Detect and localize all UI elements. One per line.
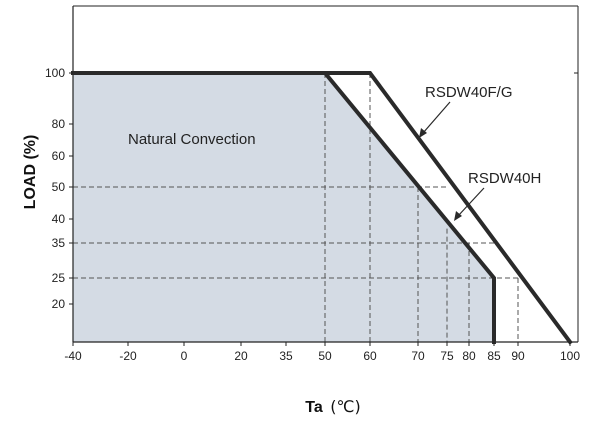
y-tick-label-35: 35 [52,236,66,250]
y-tick-label-50: 50 [52,180,66,194]
x-tick-label-85: 85 [487,349,501,363]
y-axis-title: LOAD (%) [22,135,39,210]
x-axis-title-unit: (℃) [330,397,360,416]
x-tick-label-100: 100 [560,349,580,363]
pointer-rsdw40h-arrowhead [454,211,462,221]
x-tick-label--40: -40 [64,349,82,363]
series-line-rsdw40h [71,71,496,344]
y-tick-label-25: 25 [52,271,66,285]
x-tick-label-60: 60 [363,349,377,363]
y-tick-label-20: 20 [52,297,66,311]
pointer-rsdw40h [457,187,485,217]
x-tick-label-50: 50 [318,349,332,363]
y-tick-label-60: 60 [52,149,66,163]
series-label-rsdw40fg: RSDW40F/G [425,84,513,101]
pointer-rsdw40fg [422,101,451,134]
y-tick-label-100: 100 [45,66,65,80]
x-tick-label-0: 0 [181,349,188,363]
x-tick-label-35: 35 [279,349,293,363]
x-tick-label-90: 90 [511,349,525,363]
natural-convection-region [73,73,494,342]
x-axis-title: Ta (℃) [305,397,360,416]
x-tick-label--20: -20 [119,349,137,363]
y-tick-label-80: 80 [52,117,66,131]
x-axis-title-main: Ta [305,399,323,416]
x-tick-label-70: 70 [411,349,425,363]
pointer-rsdw40fg-arrowhead [419,128,427,138]
y-tick-label-40: 40 [52,212,66,226]
x-tick-label-80: 80 [462,349,476,363]
x-tick-label-75: 75 [440,349,454,363]
region-label: Natural Convection [128,131,256,148]
x-tick-label-20: 20 [234,349,248,363]
series-label-rsdw40h: RSDW40H [468,170,541,187]
